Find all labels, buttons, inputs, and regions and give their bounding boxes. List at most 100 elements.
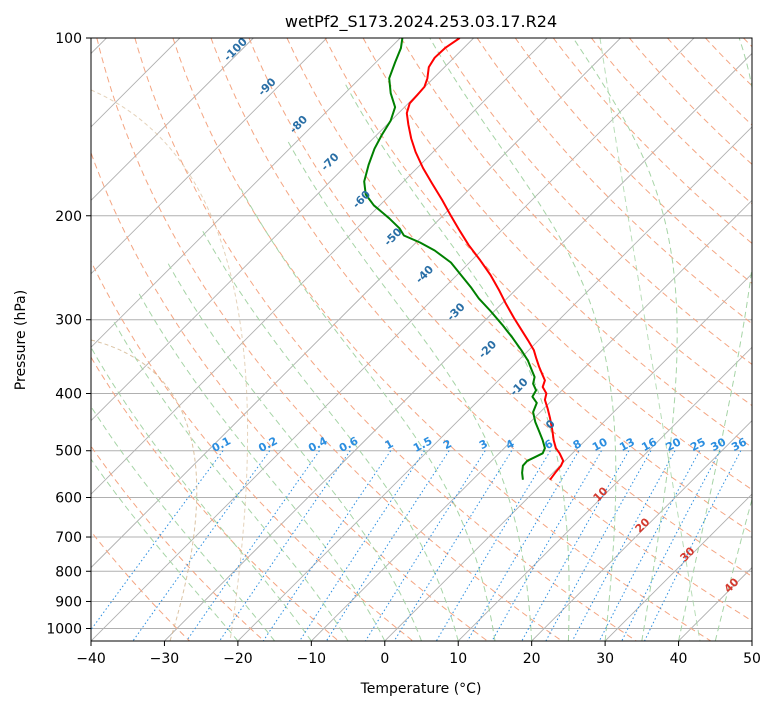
dry-adiabat-line bbox=[286, 38, 752, 534]
mixing-ratio-lines bbox=[91, 450, 742, 641]
background-arcs bbox=[91, 38, 701, 641]
dry-adiabat-line bbox=[438, 38, 752, 366]
mixing-ratio-line bbox=[186, 450, 320, 641]
mixing-ratio-line bbox=[521, 450, 630, 641]
y-tick-label: 700 bbox=[55, 530, 82, 546]
moist-adiabat-label: 40 bbox=[722, 575, 742, 595]
dry-adiabat-line bbox=[400, 38, 752, 407]
dry-adiabat-line bbox=[362, 38, 752, 448]
dry-adiabat-line bbox=[91, 260, 414, 641]
dry-adiabat-label: -80 bbox=[287, 113, 310, 136]
moist-adiabats bbox=[91, 38, 752, 641]
mixing-ratio-label: 36 bbox=[729, 435, 749, 454]
mixing-ratio-line bbox=[545, 450, 652, 641]
dry-adiabat-label: -40 bbox=[413, 263, 436, 286]
dry-adiabat-line bbox=[91, 356, 339, 641]
dry-adiabat-line bbox=[591, 38, 752, 205]
dry-adiabat-label: -50 bbox=[381, 225, 404, 248]
isotherm-line bbox=[384, 273, 752, 641]
isotherm-line bbox=[91, 38, 401, 348]
y-tick-label: 500 bbox=[55, 444, 82, 460]
isotherm-line bbox=[91, 38, 621, 569]
mixing-ratio-line bbox=[219, 450, 351, 641]
y-tick-label: 1000 bbox=[46, 621, 82, 637]
x-axis: −40 −30 −20 −10 0 10 20 30 40 50 bbox=[76, 641, 761, 667]
dry-adiabat-label: -70 bbox=[318, 150, 341, 173]
dry-adiabat-line bbox=[705, 38, 752, 87]
mixing-ratio-line bbox=[435, 450, 551, 641]
dry-adiabat-line bbox=[552, 38, 752, 245]
mixing-ratio-label: 0.1 bbox=[210, 434, 233, 455]
isotherm-line bbox=[311, 199, 752, 641]
moist-adiabat-line bbox=[572, 38, 678, 641]
isotherm-line bbox=[91, 38, 474, 422]
x-tick-label: −10 bbox=[297, 651, 327, 667]
x-axis-label: Temperature (°C) bbox=[360, 681, 482, 697]
mixing-ratio-label: 0.6 bbox=[337, 434, 361, 455]
mixing-ratio-label: 13 bbox=[617, 435, 637, 454]
moist-adiabat-line bbox=[429, 38, 617, 641]
moist-adiabat-line bbox=[345, 84, 570, 641]
moist-adiabat-line bbox=[91, 458, 239, 641]
moist-adiabat-line bbox=[138, 292, 386, 641]
isotherm-line bbox=[91, 38, 695, 641]
y-tick-label: 100 bbox=[55, 31, 82, 47]
dry-adiabats bbox=[91, 38, 752, 641]
dry-adiabat-line bbox=[210, 38, 752, 622]
mixing-ratio-label: 1 bbox=[383, 437, 396, 452]
moist-adiabat-line bbox=[287, 141, 533, 641]
y-tick-label: 900 bbox=[55, 594, 82, 610]
isotherm-line bbox=[457, 346, 752, 641]
dewpoint-profile bbox=[363, 38, 546, 480]
dry-adiabat-line bbox=[629, 38, 752, 165]
x-tick-label: 40 bbox=[670, 651, 688, 667]
dry-adiabat-line bbox=[96, 38, 563, 641]
mixing-ratio-label: 30 bbox=[709, 435, 729, 454]
y-tick-label: 600 bbox=[55, 490, 82, 506]
mixing-ratio-line bbox=[299, 450, 425, 641]
mixing-ratio-label: 20 bbox=[664, 435, 684, 454]
dry-adiabat-line bbox=[324, 38, 752, 491]
mixing-ratio-line bbox=[365, 450, 486, 641]
mixing-ratio-line bbox=[598, 450, 701, 641]
moist-adiabat-label: 20 bbox=[633, 515, 653, 535]
isotherm-line bbox=[604, 493, 752, 641]
mixing-ratio-line bbox=[132, 450, 271, 641]
isotherm-line bbox=[164, 52, 752, 641]
mixing-ratio-line bbox=[262, 450, 392, 641]
mixing-ratio-line bbox=[491, 450, 602, 641]
moist-adiabat-line bbox=[200, 228, 459, 641]
skewed-isotherms bbox=[91, 38, 752, 641]
mixing-ratio-label: 10 bbox=[590, 435, 610, 454]
background-arc bbox=[91, 339, 198, 641]
y-tick-label: 200 bbox=[55, 209, 82, 225]
isotherm-line bbox=[91, 38, 328, 275]
dry-adiabat-line bbox=[248, 38, 752, 577]
mixing-ratio-line bbox=[621, 450, 721, 641]
y-axis-label: Pressure (hPa) bbox=[13, 290, 29, 390]
y-tick-label: 300 bbox=[55, 313, 82, 329]
mixing-ratio-line bbox=[644, 450, 742, 641]
isotherm-line bbox=[91, 38, 548, 495]
dry-adiabat-label: -20 bbox=[476, 338, 499, 361]
plot-frame bbox=[90, 37, 753, 642]
mixing-ratio-label: 0.4 bbox=[306, 434, 330, 455]
isotherm-line bbox=[91, 38, 254, 201]
mixing-ratio-line bbox=[91, 450, 224, 631]
background-arc bbox=[91, 89, 248, 641]
dry-adiabat-line bbox=[172, 38, 712, 641]
moist-adiabat-line bbox=[91, 405, 276, 641]
dry-adiabat-label: -100 bbox=[221, 35, 250, 64]
moist-adiabat-line bbox=[112, 319, 349, 641]
chart-title: wetPf2_S173.2024.253.03.17.R24 bbox=[285, 12, 557, 32]
x-tick-label: −30 bbox=[150, 651, 180, 667]
background-arc bbox=[599, 38, 701, 641]
dry-adiabat-line bbox=[134, 38, 637, 641]
y-tick-label: 800 bbox=[55, 564, 82, 580]
dry-adiabat-line bbox=[91, 445, 265, 641]
moist-adiabat-line bbox=[714, 497, 752, 641]
isotherm-line bbox=[531, 420, 752, 641]
mixing-ratio-line bbox=[393, 450, 513, 641]
x-tick-label: 50 bbox=[743, 651, 761, 667]
